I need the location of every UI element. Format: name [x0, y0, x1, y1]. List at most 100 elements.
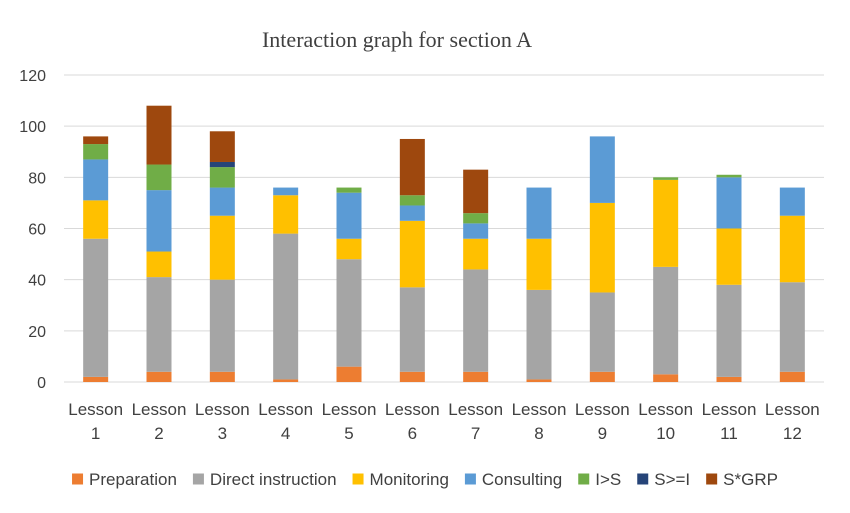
- legend-swatch-s-grp: [706, 473, 718, 485]
- bar-segment-consulting-3: [209, 187, 235, 216]
- bar-segment-direct-instruction-6: [399, 287, 425, 372]
- legend-label: Monitoring: [370, 470, 449, 489]
- grid-lines: [64, 74, 824, 383]
- bar-segment-preparation-5: [336, 366, 362, 382]
- y-axis-ticks: 0 20 40 60 80 100 120: [19, 68, 46, 392]
- bar-segment-direct-instruction-12: [779, 282, 805, 372]
- x-category-label: Lesson 5: [322, 400, 377, 443]
- bar-segment-consulting-4: [273, 187, 299, 196]
- bar-segment-s-grp-7: [463, 169, 489, 214]
- bar-segment-i-s-10: [653, 177, 679, 180]
- y-tick-label: 80: [28, 170, 46, 187]
- bar-segment-consulting-5: [336, 192, 362, 239]
- bar-segment-direct-instruction-4: [273, 233, 299, 380]
- bar-segment-preparation-11: [716, 376, 742, 382]
- bar-segment-monitoring-4: [273, 195, 299, 234]
- bar-segment-monitoring-1: [83, 200, 109, 239]
- x-category-label: Lesson 8: [512, 400, 567, 443]
- bar-segment-preparation-10: [653, 374, 679, 382]
- bar-segment-direct-instruction-9: [589, 292, 615, 372]
- y-tick-label: 120: [19, 68, 46, 85]
- bar-segment-monitoring-5: [336, 238, 362, 260]
- bar-segment-preparation-9: [589, 371, 615, 382]
- bar-segment-preparation-6: [399, 371, 425, 382]
- bar-segment-i-s-11: [716, 174, 742, 178]
- x-category-label: Lesson 6: [385, 400, 440, 443]
- bar-segment-monitoring-6: [399, 220, 425, 288]
- x-category-label: Lesson 2: [132, 400, 187, 443]
- bar-segment-consulting-1: [83, 159, 109, 201]
- x-category-label: Lesson 7: [448, 400, 503, 443]
- bar-segment-monitoring-2: [146, 251, 172, 278]
- x-category-label: Lesson 9: [575, 400, 630, 443]
- bar-segment-preparation-2: [146, 371, 172, 382]
- bar-segment-preparation-8: [526, 379, 552, 382]
- bars: [83, 105, 805, 382]
- bar-segment-monitoring-10: [653, 179, 679, 267]
- bar-segment-monitoring-7: [463, 238, 489, 270]
- legend-swatch-monitoring: [352, 473, 364, 485]
- legend-swatch-preparation: [72, 473, 84, 485]
- bar-segment-monitoring-8: [526, 238, 552, 290]
- legend-label: Consulting: [482, 470, 562, 489]
- bar-segment-direct-instruction-3: [209, 279, 235, 372]
- y-tick-label: 0: [37, 375, 46, 392]
- legend-label: S*GRP: [723, 470, 778, 489]
- legend-swatch-direct-instruction: [192, 473, 204, 485]
- y-tick-label: 40: [28, 273, 46, 290]
- bar-segment-preparation-4: [273, 379, 299, 382]
- x-category-label: Lesson 10: [638, 400, 693, 443]
- x-category-label: Lesson 12: [765, 400, 820, 443]
- bar-segment-i-s-6: [399, 195, 425, 206]
- bar-segment-s-grp-3: [209, 131, 235, 162]
- bar-segment-consulting-2: [146, 190, 172, 252]
- legend: Preparation Direct instruction Monitoring C…: [72, 470, 778, 489]
- legend-label: Direct instruction: [210, 470, 337, 489]
- bar-segment-direct-instruction-1: [83, 238, 109, 377]
- bar-segment-monitoring-3: [209, 215, 235, 280]
- bar-segment-direct-instruction-10: [653, 266, 679, 375]
- bar-segment-monitoring-12: [779, 215, 805, 283]
- bar-segment-i-s-3: [209, 167, 235, 188]
- legend-swatch-i-s: [578, 473, 590, 485]
- bar-segment-preparation-3: [209, 371, 235, 382]
- bar-segment-consulting-8: [526, 187, 552, 239]
- bar-segment-i-s-2: [146, 164, 172, 191]
- bar-segment-consulting-11: [716, 177, 742, 229]
- bar-segment-direct-instruction-8: [526, 289, 552, 380]
- x-category-label: Lesson 1: [68, 400, 123, 443]
- bar-segment-preparation-1: [83, 376, 109, 382]
- bar-segment-monitoring-9: [589, 202, 615, 293]
- bar-segment-direct-instruction-5: [336, 259, 362, 367]
- bar-segment-preparation-12: [779, 371, 805, 382]
- y-tick-label: 100: [19, 119, 46, 136]
- bar-segment-i-s-5: [336, 187, 362, 193]
- bar-segment-s-grp-2: [146, 105, 172, 165]
- y-tick-label: 60: [28, 222, 46, 239]
- legend-swatch-s-i: [637, 473, 649, 485]
- y-tick-label: 20: [28, 324, 46, 341]
- legend-label: I>S: [595, 470, 621, 489]
- legend-label: Preparation: [89, 470, 177, 489]
- x-category-label: Lesson 3: [195, 400, 250, 443]
- bar-segment-i-s-7: [463, 213, 489, 224]
- bar-segment-direct-instruction-11: [716, 284, 742, 377]
- bar-segment-direct-instruction-2: [146, 277, 172, 372]
- bar-segment-s-i-3: [209, 161, 235, 168]
- bar-segment-consulting-12: [779, 187, 805, 216]
- bar-segment-direct-instruction-7: [463, 269, 489, 372]
- bar-segment-i-s-1: [83, 144, 109, 160]
- bar-segment-monitoring-11: [716, 228, 742, 285]
- bar-segment-consulting-9: [589, 136, 615, 203]
- x-category-label: Lesson 11: [702, 400, 757, 443]
- legend-swatch-consulting: [464, 473, 476, 485]
- legend-label: S>=I: [654, 470, 690, 489]
- bar-segment-preparation-7: [463, 371, 489, 382]
- bar-segment-s-grp-1: [83, 136, 109, 145]
- x-category-label: Lesson 4: [258, 400, 313, 443]
- chart-title: Interaction graph for section A: [262, 27, 532, 52]
- bar-segment-consulting-7: [463, 223, 489, 239]
- bar-segment-s-grp-6: [399, 138, 425, 196]
